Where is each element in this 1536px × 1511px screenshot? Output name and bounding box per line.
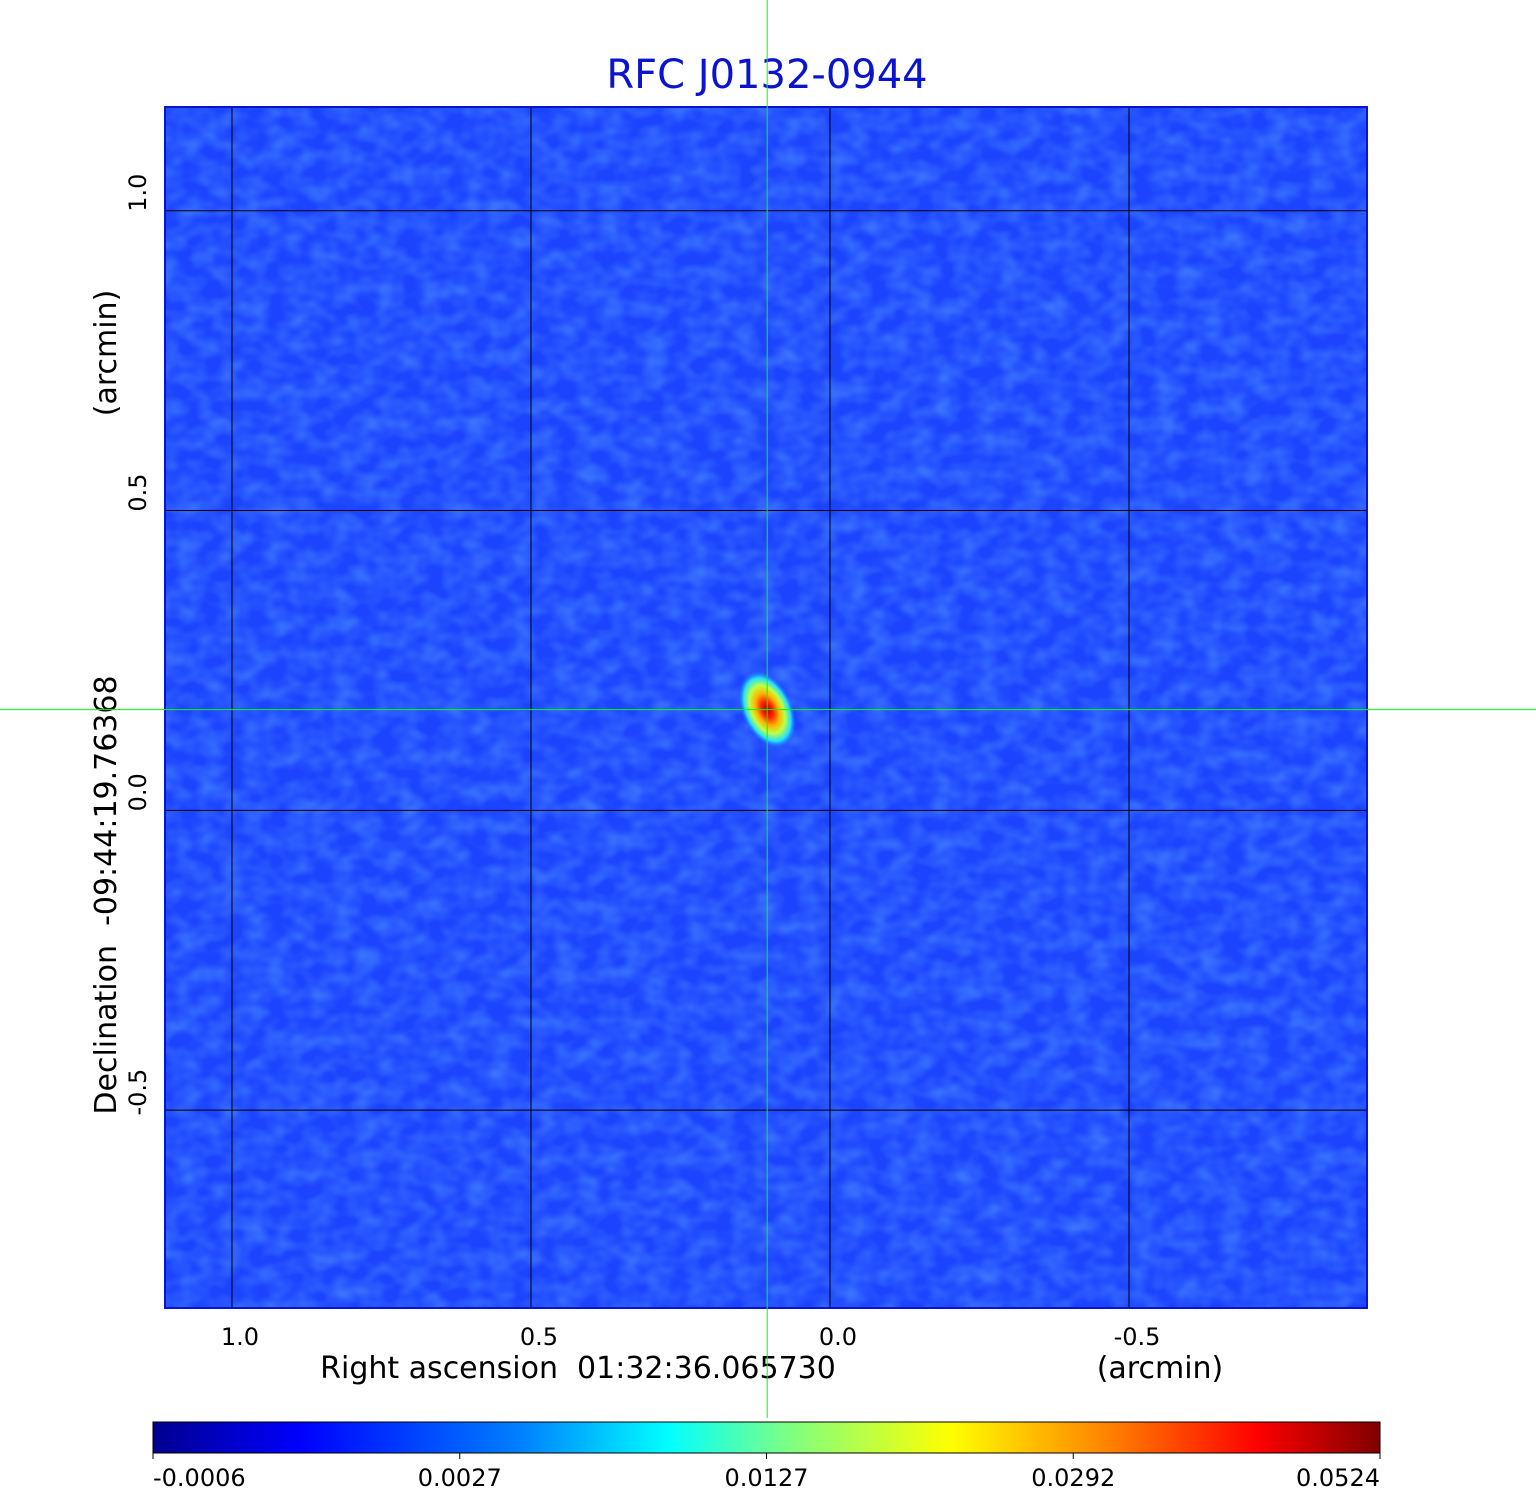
colorbar-tick-label: 0.0027 xyxy=(418,1464,502,1492)
y-tick-label: 1.0 xyxy=(124,174,152,212)
colorbar xyxy=(152,1421,1381,1454)
y-tick-label: 0.0 xyxy=(124,773,152,811)
colorbar-tick-label: 0.0524 xyxy=(1296,1464,1380,1492)
x-tick-label: 1.0 xyxy=(221,1323,259,1351)
colorbar-tick-label: -0.0006 xyxy=(153,1464,246,1492)
y-axis-unit: (arcmin) xyxy=(89,290,124,417)
x-axis-unit: (arcmin) xyxy=(1097,1351,1224,1386)
colorbar-tick-label: 0.0292 xyxy=(1031,1464,1115,1492)
colorbar-tick-label: 0.0127 xyxy=(725,1464,809,1492)
x-tick-label: 0.0 xyxy=(819,1323,857,1351)
x-tick-label: 0.5 xyxy=(520,1323,558,1351)
y-tick-label: 0.5 xyxy=(124,473,152,511)
y-tick-label: -0.5 xyxy=(124,1069,152,1116)
plot-border xyxy=(164,106,1368,1309)
y-axis-label: Declination -09:44:19.76368 xyxy=(89,675,124,1114)
x-axis-label: Right ascension 01:32:36.065730 xyxy=(320,1351,836,1386)
x-tick-label: -0.5 xyxy=(1114,1323,1161,1351)
